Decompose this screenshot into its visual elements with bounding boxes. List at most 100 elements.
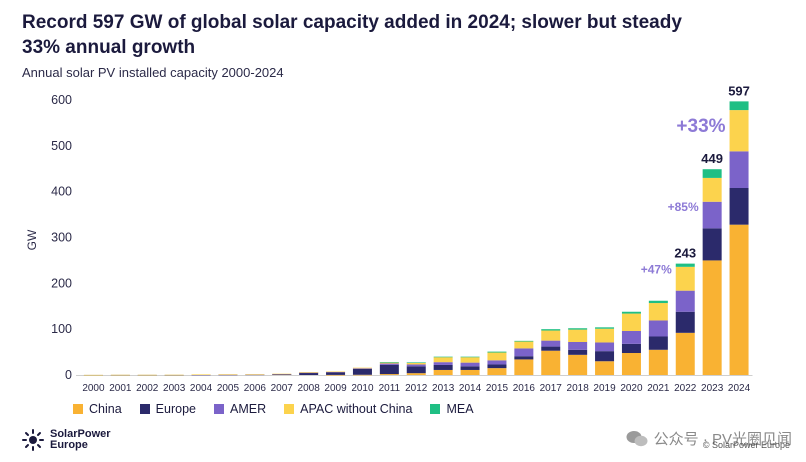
bar-segment-apac-without-china-2017 bbox=[541, 330, 561, 341]
bar-segment-china-2022 bbox=[675, 332, 695, 375]
legend-label-mea: MEA bbox=[446, 402, 474, 416]
bar-segment-china-2024 bbox=[729, 224, 749, 375]
bar-segment-china-2020 bbox=[621, 353, 641, 375]
bar-segment-europe-2009 bbox=[326, 372, 346, 375]
legend-swatch-china bbox=[73, 404, 83, 414]
x-tick-label: 2013 bbox=[432, 383, 455, 394]
title-line-2: 33% annual growth bbox=[22, 37, 196, 58]
bar-segment-apac-without-china-2014 bbox=[460, 357, 480, 363]
bar-segment-europe-2022 bbox=[675, 311, 695, 333]
chart-title: Record 597 GW of global solar capacity a… bbox=[22, 10, 782, 60]
bar-segment-china-2009 bbox=[326, 374, 346, 376]
bar-segment-china-2015 bbox=[487, 368, 507, 375]
x-tick-label: 2000 bbox=[82, 383, 105, 394]
legend-item-apac: APAC without China bbox=[284, 402, 412, 416]
bar-segment-europe-2020 bbox=[621, 343, 641, 353]
bar-segment-amer-2008 bbox=[299, 372, 319, 374]
bar-segment-apac-without-china-2019 bbox=[595, 328, 615, 343]
bar-segment-apac-without-china-2002 bbox=[137, 374, 157, 376]
title-line-1: Record 597 GW of global solar capacity a… bbox=[22, 12, 682, 33]
growth-label-2023: +85% bbox=[668, 200, 699, 214]
bar-segment-amer-2012 bbox=[406, 364, 426, 367]
legend-item-europe: Europe bbox=[139, 402, 196, 416]
bar-segment-amer-2016 bbox=[514, 348, 534, 357]
x-tick-label: 2007 bbox=[271, 383, 294, 394]
bar-segment-apac-without-china-2005 bbox=[218, 374, 238, 375]
x-tick-label: 2018 bbox=[567, 383, 590, 394]
legend-swatch-europe bbox=[139, 404, 150, 414]
bar-segment-amer-2023 bbox=[702, 201, 722, 229]
logo-line-1: SolarPower bbox=[50, 428, 111, 440]
bar-segment-mea-2016 bbox=[514, 340, 534, 342]
growth-label-2022: +47% bbox=[641, 263, 672, 277]
y-tick-label: 400 bbox=[51, 185, 72, 199]
bar-segment-europe-2013 bbox=[433, 364, 453, 370]
x-tick-label: 2022 bbox=[674, 383, 697, 394]
legend-label-apac: APAC without China bbox=[300, 402, 413, 416]
bar-segment-europe-2021 bbox=[648, 336, 668, 350]
bar-segment-china-2014 bbox=[460, 369, 480, 375]
bar-segment-china-2011 bbox=[379, 374, 399, 375]
bar-segment-mea-2011 bbox=[379, 362, 399, 363]
bar-segment-amer-2021 bbox=[648, 320, 668, 337]
bar-segment-amer-2022 bbox=[675, 290, 695, 312]
bar-segment-europe-2014 bbox=[460, 366, 480, 370]
bar-segment-europe-2011 bbox=[379, 364, 399, 375]
bar-chart: 0 100 200 300 400 500 600 GW 2000 2001 2002 2003 200… bbox=[25, 83, 753, 394]
bar-segment-mea-2024 bbox=[729, 101, 749, 111]
logo-line-2: Europe bbox=[50, 439, 88, 451]
bar-segment-apac-without-china-2023 bbox=[702, 177, 722, 202]
bar-segment-apac-without-china-2013 bbox=[433, 357, 453, 363]
bar-segment-apac-without-china-2022 bbox=[675, 266, 695, 291]
bar-segment-europe-2019 bbox=[595, 351, 615, 362]
bar-segment-apac-without-china-2000 bbox=[83, 374, 103, 376]
bar-segment-apac-without-china-2024 bbox=[729, 110, 749, 152]
bar-segment-apac-without-china-2009 bbox=[326, 371, 346, 373]
bar-segment-mea-2013 bbox=[433, 356, 453, 358]
bar-segment-apac-without-china-2020 bbox=[621, 313, 641, 331]
sun-icon bbox=[22, 429, 44, 451]
bar-segment-europe-2008 bbox=[299, 372, 319, 375]
x-tick-label: 2015 bbox=[486, 383, 509, 394]
bar-segment-apac-without-china-2021 bbox=[648, 303, 668, 321]
y-tick-label: 500 bbox=[51, 139, 72, 153]
bar-segment-china-2019 bbox=[595, 361, 615, 375]
y-tick-label: 200 bbox=[51, 276, 72, 290]
legend-label-amer: AMER bbox=[229, 402, 267, 416]
solarpower-europe-logo: SolarPower Europe bbox=[22, 429, 111, 451]
bar-segment-amer-2009 bbox=[326, 371, 346, 373]
watermark-text: 公众号 · PV光圈见闻 bbox=[653, 431, 792, 448]
bar-segment-mea-2022 bbox=[675, 263, 695, 267]
legend-label-europe: Europe bbox=[155, 402, 196, 416]
bar-segment-amer-2010 bbox=[352, 368, 372, 369]
bar-segment-amer-2017 bbox=[541, 340, 561, 347]
x-tick-label: 2012 bbox=[405, 383, 428, 394]
y-tick-label: 300 bbox=[51, 231, 72, 245]
bar-segment-apac-without-china-2001 bbox=[110, 374, 130, 376]
wechat-icon bbox=[626, 430, 648, 446]
bar-segment-china-2017 bbox=[541, 350, 561, 375]
bar-segment-china-2010 bbox=[352, 374, 372, 376]
y-tick-label: 0 bbox=[65, 368, 72, 382]
bar-segment-apac-without-china-2010 bbox=[352, 367, 372, 369]
bar-segment-china-2023 bbox=[702, 260, 722, 375]
x-tick-label: 2020 bbox=[620, 383, 643, 394]
bar-segment-europe-2018 bbox=[568, 349, 588, 355]
x-tick-label: 2004 bbox=[190, 383, 213, 394]
x-tick-label: 2019 bbox=[593, 383, 616, 394]
bar-segment-apac-without-china-2012 bbox=[406, 362, 426, 365]
bar-segment-amer-2014 bbox=[460, 362, 480, 367]
legend-swatch-amer bbox=[213, 404, 224, 414]
x-tick-label: 2002 bbox=[136, 383, 159, 394]
bar-segment-amer-2019 bbox=[595, 342, 615, 352]
bar-segment-apac-without-china-2011 bbox=[379, 362, 399, 364]
legend-label-china: China bbox=[89, 402, 122, 416]
bar-segment-china-2012 bbox=[406, 373, 426, 375]
bar-segment-apac-without-china-2006 bbox=[245, 374, 265, 375]
x-tick-label: 2008 bbox=[298, 383, 321, 394]
bar-segment-mea-2012 bbox=[406, 362, 426, 363]
bar-segment-europe-2017 bbox=[541, 346, 561, 351]
bar-segment-apac-without-china-2004 bbox=[191, 374, 211, 376]
bar-segment-china-2021 bbox=[648, 349, 668, 375]
y-axis-label: GW bbox=[25, 229, 39, 250]
